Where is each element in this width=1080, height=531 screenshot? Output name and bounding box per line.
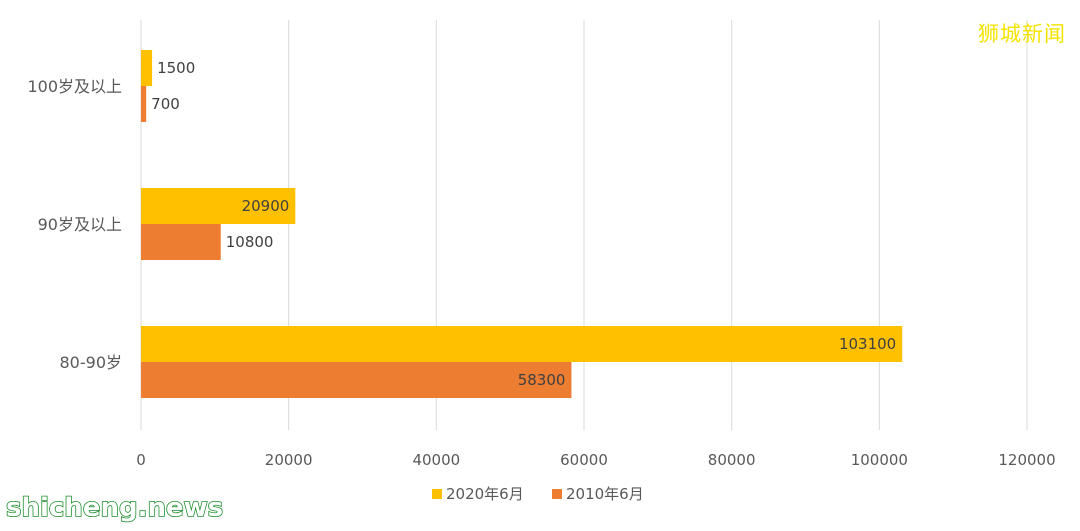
data-label: 103100: [839, 335, 896, 353]
x-tick-label: 40000: [412, 451, 460, 469]
category-label: 100岁及以上: [27, 77, 122, 96]
watermark-cn: 狮城新闻: [978, 22, 1066, 46]
bar: [141, 362, 572, 398]
category-label: 80-90岁: [60, 353, 123, 372]
category-label: 90岁及以上: [38, 215, 122, 234]
x-tick-label: 100000: [851, 451, 908, 469]
gridlines: [140, 20, 1028, 430]
legend-swatch: [432, 489, 442, 499]
legend-label: 2010年6月: [566, 485, 644, 503]
bars: 1500 700 20900 10800 103100 58300: [141, 50, 903, 398]
legend: 2020年6月 2010年6月: [432, 485, 644, 503]
x-tick-label: 60000: [560, 451, 608, 469]
data-label: 10800: [226, 233, 274, 251]
bar: [141, 86, 147, 122]
x-tick-label: 120000: [998, 451, 1055, 469]
bar: [141, 224, 221, 260]
x-tick-label: 0: [136, 451, 146, 469]
legend-swatch: [552, 489, 562, 499]
data-label: 1500: [157, 59, 195, 77]
watermark-en: shicheng.news: [5, 492, 224, 524]
x-tick-label: 80000: [708, 451, 756, 469]
data-label: 20900: [242, 197, 290, 215]
legend-label: 2020年6月: [446, 485, 524, 503]
bar: [141, 50, 153, 86]
x-tick-label: 20000: [265, 451, 313, 469]
data-label: 700: [151, 95, 180, 113]
data-label: 58300: [518, 371, 566, 389]
bar: [141, 188, 296, 224]
x-tick-labels: 0 20000 40000 60000 80000 100000 120000: [136, 451, 1055, 469]
bar: [141, 326, 903, 362]
category-labels: 100岁及以上 90岁及以上 80-90岁: [27, 77, 122, 372]
